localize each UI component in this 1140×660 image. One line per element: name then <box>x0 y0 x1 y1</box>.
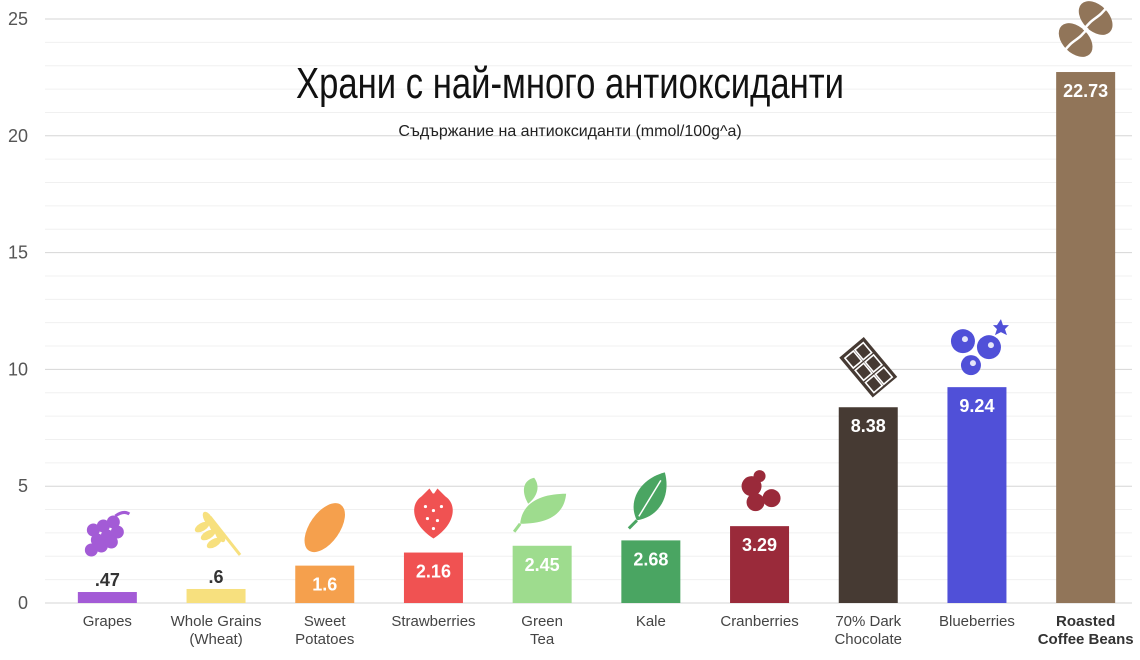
bar <box>838 407 898 603</box>
sweet-potato-icon <box>304 503 345 553</box>
x-tick-label: Cranberries <box>720 613 798 630</box>
value-labels: .47 .6 1.6 2.16 2.45 2.68 3.29 8.38 9.24 22.73 <box>95 81 1108 595</box>
bar <box>730 526 790 603</box>
y-tick-label: 5 <box>18 476 28 496</box>
y-tick-label: 25 <box>8 9 28 29</box>
bar-value-label: 1.6 <box>312 575 337 595</box>
bar-value-label: .6 <box>209 567 224 587</box>
bar <box>947 387 1007 603</box>
y-tick-label: 15 <box>8 243 28 263</box>
y-tick-label: 10 <box>8 359 28 379</box>
blueberries-icon <box>950 319 1009 376</box>
wheat-icon <box>194 511 242 556</box>
bar <box>186 588 246 603</box>
x-tick-label: Roasted Coffee Beans <box>1038 613 1134 648</box>
coffee-bean-icon <box>1058 1 1113 57</box>
bars <box>77 72 1116 603</box>
cranberries-icon <box>741 470 781 512</box>
bar-value-label: 8.38 <box>851 416 886 436</box>
grapes-icon <box>84 510 131 557</box>
bar <box>1056 72 1116 603</box>
bar <box>77 592 137 603</box>
strawberry-icon <box>414 488 453 539</box>
food-icons <box>84 1 1113 557</box>
y-tick-label: 0 <box>18 593 28 613</box>
bar <box>621 540 681 603</box>
bar-value-label: 9.24 <box>959 396 994 416</box>
dark-chocolate-icon <box>839 337 898 398</box>
x-tick-label: Blueberries <box>939 613 1015 630</box>
bar-value-label: .47 <box>95 570 120 590</box>
kale-leaf-icon <box>627 472 667 530</box>
y-axis: 0 5 10 15 20 25 <box>8 9 28 613</box>
bar <box>403 552 463 603</box>
x-axis: Grapes Whole Grains (Wheat) Sweet Potatoes St… <box>83 613 1134 648</box>
bar-value-label: 2.16 <box>416 562 451 582</box>
bar-value-label: 2.68 <box>633 549 668 569</box>
green-tea-leaf-icon <box>512 477 567 533</box>
chart-title: Храни с най-много антиоксиданти <box>296 59 844 108</box>
x-tick-label: Grapes <box>83 613 132 630</box>
x-tick-label: Kale <box>636 613 666 630</box>
bar <box>295 565 355 603</box>
y-tick-label: 20 <box>8 126 28 146</box>
bar-value-label: 3.29 <box>742 535 777 555</box>
bar <box>512 545 572 603</box>
bar-value-label: 2.45 <box>525 555 560 575</box>
bar-value-label: 22.73 <box>1063 81 1108 101</box>
chart-subtitle: Съдържание на антиоксиданти (mmol/100g^a… <box>398 123 741 140</box>
x-tick-label: Strawberries <box>391 613 475 630</box>
grid-lines <box>45 18 1132 604</box>
x-tick-label: Sweet Potatoes <box>295 613 354 648</box>
x-tick-label: Whole Grains (Wheat) <box>171 613 262 648</box>
x-tick-label: Green Tea <box>521 613 563 648</box>
x-tick-label: 70% Dark Chocolate <box>834 613 902 648</box>
